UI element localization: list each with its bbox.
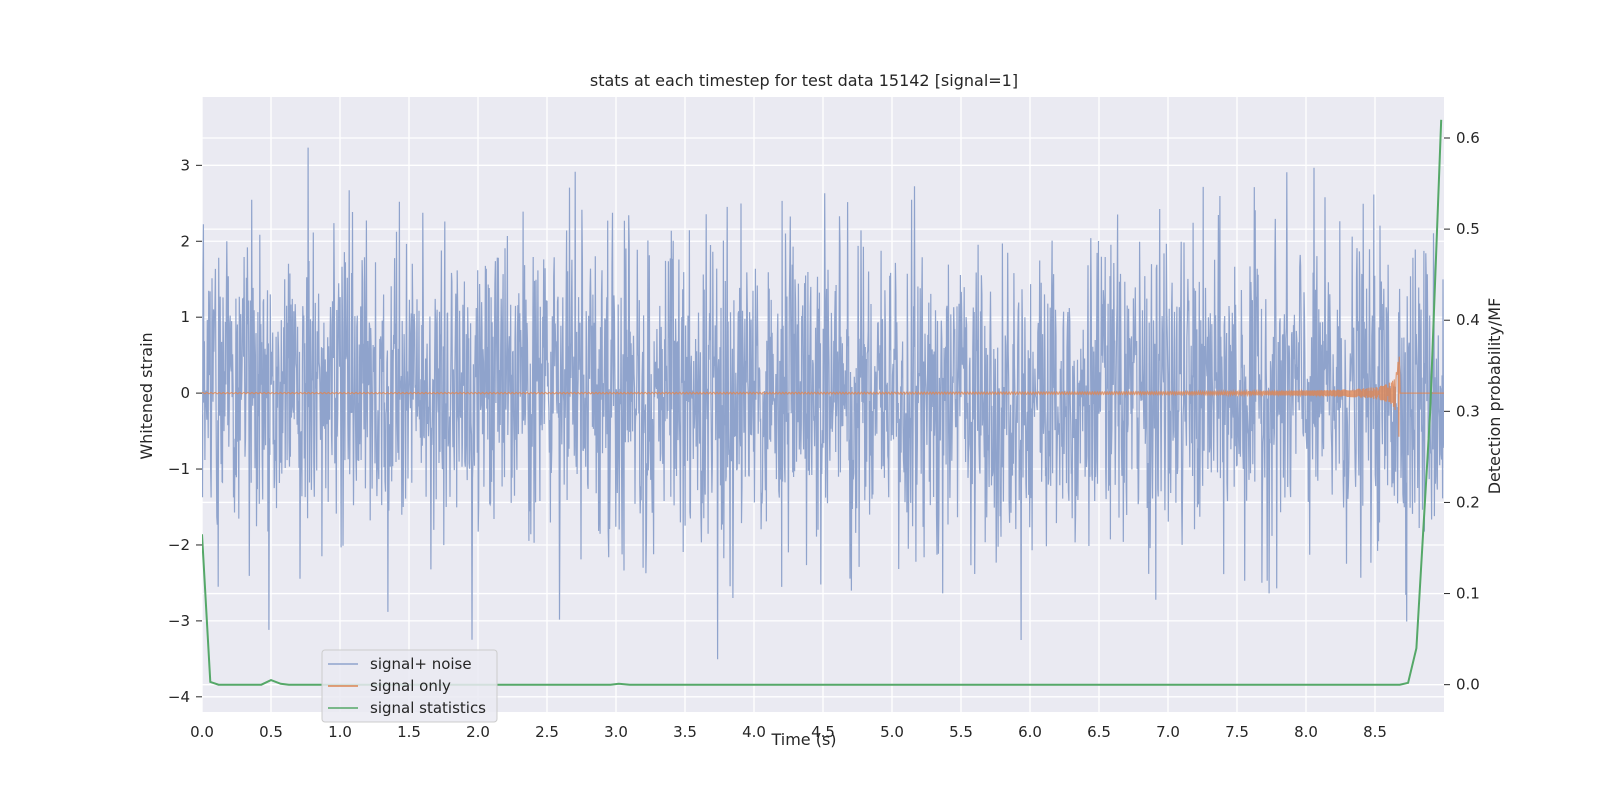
x-tick-label: 7.5 <box>1225 723 1249 741</box>
legend-label-signal-noise: signal+ noise <box>370 655 472 673</box>
left-y-tick-label: 0 <box>180 384 190 402</box>
x-tick-label: 7.0 <box>1156 723 1180 741</box>
x-tick-label: 0.5 <box>259 723 283 741</box>
left-y-axis-label: Whitened strain <box>137 332 156 459</box>
right-y-tick-label: 0.0 <box>1456 676 1480 694</box>
x-tick-label: 0.0 <box>190 723 214 741</box>
series-signal-statistics-line <box>202 119 1443 686</box>
legend-label-signal-statistics: signal statistics <box>370 699 486 717</box>
x-tick-label: 3.0 <box>604 723 628 741</box>
left-y-tick-label: −3 <box>168 612 190 630</box>
left-y-tick-label: −4 <box>168 688 190 706</box>
right-y-tick-label: 0.6 <box>1456 129 1480 147</box>
series-signal-only-line <box>202 356 1444 437</box>
x-tick-label: 5.5 <box>949 723 973 741</box>
x-tick-label: 2.0 <box>466 723 490 741</box>
x-tick-label: 1.5 <box>397 723 421 741</box>
chart-title: stats at each timestep for test data 151… <box>590 71 1018 90</box>
left-y-axis-ticks: 3 2 1 0 −1 −2 −3 −4 <box>168 156 202 706</box>
left-y-tick-label: 3 <box>180 156 190 174</box>
left-y-tick-label: 2 <box>180 232 190 250</box>
right-y-tick-label: 0.4 <box>1456 311 1480 329</box>
x-tick-label: 2.5 <box>535 723 559 741</box>
x-axis-label: Time (s) <box>770 730 836 749</box>
right-y-tick-label: 0.1 <box>1456 585 1480 603</box>
x-tick-label: 3.5 <box>673 723 697 741</box>
x-tick-label: 6.5 <box>1087 723 1111 741</box>
x-tick-label: 5.0 <box>880 723 904 741</box>
right-y-axis-ticks: 0.6 0.5 0.4 0.3 0.2 0.1 0.0 <box>1444 129 1480 694</box>
right-y-tick-label: 0.3 <box>1456 402 1480 420</box>
legend: signal+ noise signal only signal statist… <box>321 649 498 723</box>
x-tick-label: 4.5 <box>811 723 835 741</box>
right-y-tick-label: 0.5 <box>1456 220 1480 238</box>
x-tick-label: 4.0 <box>742 723 766 741</box>
left-y-tick-label: 1 <box>180 308 190 326</box>
x-tick-label: 6.0 <box>1018 723 1042 741</box>
legend-box <box>321 649 498 723</box>
x-tick-label: 1.0 <box>328 723 352 741</box>
right-y-axis-label: Detection probability/MF <box>1485 298 1504 495</box>
left-y-tick-label: −2 <box>168 536 190 554</box>
x-tick-label: 8.0 <box>1294 723 1318 741</box>
series-signal-noise-line <box>202 147 1444 660</box>
right-y-tick-label: 0.2 <box>1456 493 1480 511</box>
x-tick-label: 8.5 <box>1363 723 1387 741</box>
legend-label-signal-only: signal only <box>370 677 451 695</box>
left-y-tick-label: −1 <box>168 460 190 478</box>
x-axis-ticks: 0.0 0.5 1.0 1.5 2.0 2.5 3.0 3.5 4.0 4.5 5.0 5.5 6.0 6… <box>190 723 1387 741</box>
